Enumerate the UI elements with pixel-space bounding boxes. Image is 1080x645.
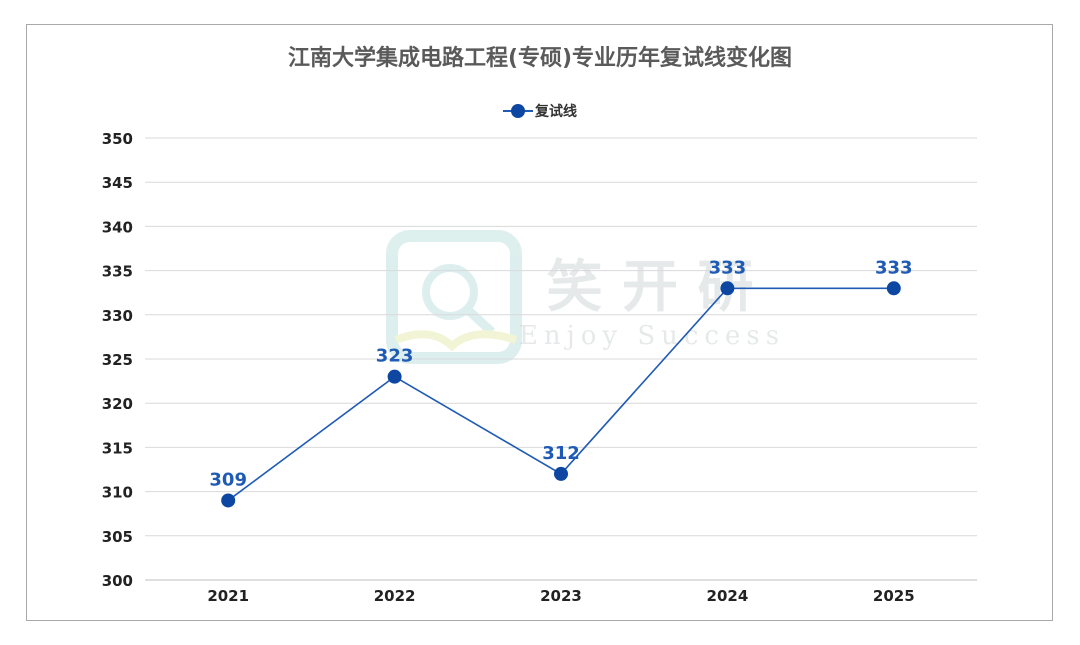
data-label: 333 <box>875 257 913 278</box>
data-point <box>720 281 735 296</box>
y-tick-label: 330 <box>102 307 133 325</box>
x-tick-label: 2021 <box>207 587 249 605</box>
chart-title: 江南大学集成电路工程(专硕)专业历年复试线变化图 <box>287 46 793 71</box>
data-label: 309 <box>209 469 247 490</box>
data-label: 333 <box>709 257 747 278</box>
data-point <box>387 369 402 384</box>
watermark-en: Enjoy Success <box>519 321 785 351</box>
x-tick-label: 2023 <box>540 587 582 605</box>
y-tick-label: 335 <box>102 263 133 281</box>
legend: 复试线 <box>0 101 1080 121</box>
y-tick-label: 315 <box>102 439 133 457</box>
data-label: 323 <box>376 346 414 367</box>
legend-label: 复试线 <box>535 104 577 120</box>
x-tick-label: 2025 <box>873 587 915 605</box>
data-point <box>554 466 568 481</box>
x-tick-label: 2024 <box>707 587 749 605</box>
y-tick-label: 350 <box>102 130 133 148</box>
data-point <box>886 281 901 296</box>
y-tick-label: 320 <box>102 395 133 413</box>
x-tick-label: 2022 <box>374 587 416 605</box>
y-tick-label: 340 <box>102 218 133 236</box>
chart-frame <box>26 24 1053 621</box>
y-tick-label: 305 <box>102 528 133 546</box>
watermark-cn: 笑 开 研 <box>547 254 754 320</box>
watermark <box>386 230 522 364</box>
data-point <box>221 493 236 508</box>
data-label: 312 <box>542 443 580 464</box>
y-tick-label: 300 <box>102 572 133 590</box>
y-tick-label: 345 <box>102 174 133 192</box>
y-tick-label: 310 <box>102 484 133 502</box>
legend-swatch <box>503 104 533 118</box>
y-tick-label: 325 <box>102 351 133 369</box>
